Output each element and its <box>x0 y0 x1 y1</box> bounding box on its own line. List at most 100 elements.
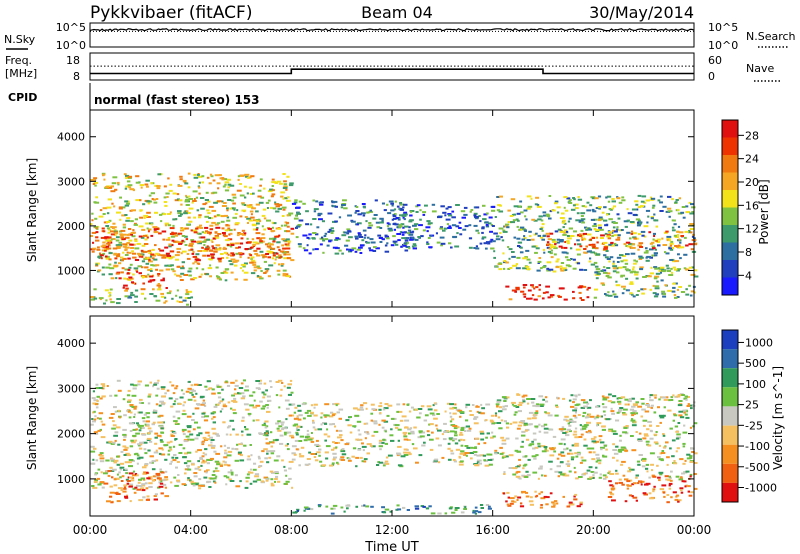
velocity-cell <box>612 443 615 446</box>
velocity-cell <box>596 414 599 417</box>
velocity-cell <box>195 403 200 406</box>
power-cell <box>124 214 128 216</box>
velocity-cell <box>163 444 169 447</box>
power-cell <box>348 236 353 239</box>
power-cell <box>100 236 105 239</box>
power-cell <box>609 256 614 259</box>
velocity-cell <box>90 445 95 448</box>
velocity-cell <box>649 437 654 440</box>
velocity-cell <box>198 478 202 481</box>
velocity-cell <box>223 444 227 447</box>
velocity-cell <box>662 433 665 435</box>
velocity-cell <box>138 411 143 414</box>
velocity-cell <box>691 451 695 453</box>
power-cell <box>232 207 235 210</box>
power-cell <box>229 207 233 210</box>
power-cell <box>634 271 639 274</box>
power-cell <box>277 207 282 210</box>
power-cell <box>509 267 513 269</box>
power-cell <box>675 269 680 272</box>
freq-panel: Freq. [MHz] 18 8 60 0 Nave <box>5 52 780 83</box>
velocity-cell <box>532 404 537 407</box>
power-cell <box>654 254 658 257</box>
velocity-cell <box>152 475 156 478</box>
power-cell <box>139 209 142 212</box>
velocity-cell <box>263 382 267 385</box>
velocity-cell <box>668 482 673 485</box>
velocity-cell <box>201 440 205 443</box>
velocity-cell <box>212 432 217 435</box>
velocity-cell <box>143 413 147 416</box>
power-cell <box>637 206 642 209</box>
power-cell <box>278 234 281 237</box>
power-cell <box>201 231 205 234</box>
power-cell <box>554 243 557 246</box>
power-cell <box>576 239 580 242</box>
velocity-cell <box>137 424 140 427</box>
power-cell <box>263 272 267 274</box>
power-cell <box>188 198 193 200</box>
power-cell <box>508 248 513 251</box>
velocity-cell <box>353 407 358 410</box>
power-cell <box>188 195 191 198</box>
velocity-cell <box>138 429 142 432</box>
power-cell <box>148 260 153 263</box>
velocity-cell <box>265 425 269 428</box>
power-cell <box>540 219 544 222</box>
velocity-cell <box>209 436 213 439</box>
velocity-cell <box>175 466 178 469</box>
velocity-cell <box>630 419 636 422</box>
freq-label-1: Freq. <box>5 54 32 67</box>
velocity-cell <box>200 464 203 467</box>
velocity-cell <box>312 419 315 422</box>
velocity-cell <box>437 461 441 464</box>
velocity-cell <box>202 452 205 455</box>
velocity-cell <box>98 417 102 420</box>
power-cell <box>610 241 614 244</box>
power-cell <box>272 240 276 243</box>
power-cell <box>276 241 281 244</box>
power-cell <box>533 219 538 222</box>
power-cell <box>177 241 182 244</box>
power-cell <box>522 267 527 270</box>
velocity-cell <box>266 399 272 402</box>
velocity-cell <box>451 511 456 514</box>
velocity-cell <box>429 412 435 415</box>
power-cell <box>207 231 210 234</box>
power-cell <box>656 240 661 243</box>
velocity-cell <box>529 443 535 446</box>
velocity-cell <box>160 440 164 443</box>
power-cell <box>334 238 339 241</box>
velocity-cell <box>612 456 615 459</box>
velocity-cell <box>667 399 671 402</box>
velocity-cell <box>643 493 648 496</box>
power-cell <box>253 269 257 272</box>
velocity-cell <box>381 506 385 509</box>
velocity-cell <box>288 414 293 417</box>
power-cell <box>565 230 569 233</box>
velocity-cell <box>516 465 521 468</box>
velocity-cell <box>213 477 217 480</box>
velocity-cell <box>93 418 97 421</box>
power-cell <box>91 250 95 253</box>
velocity-cell <box>586 414 591 417</box>
power-cell <box>131 209 136 212</box>
power-cell <box>670 267 673 270</box>
power-cell <box>259 178 263 181</box>
power-cell <box>293 201 298 204</box>
power-cell <box>693 291 696 294</box>
velocity-cell <box>669 447 672 450</box>
power-cell <box>586 288 589 291</box>
velocity-cell <box>174 484 179 487</box>
velocity-cell <box>627 400 632 403</box>
velocity-cell <box>164 458 168 461</box>
velocity-cell <box>332 452 337 455</box>
power-cell <box>168 189 173 192</box>
velocity-cell <box>316 451 321 454</box>
velocity-cell <box>97 429 101 432</box>
power-cell <box>377 234 382 237</box>
power-cell <box>649 272 654 275</box>
power-cell <box>163 296 167 299</box>
power-cell <box>612 270 617 273</box>
power-cell <box>255 232 261 235</box>
